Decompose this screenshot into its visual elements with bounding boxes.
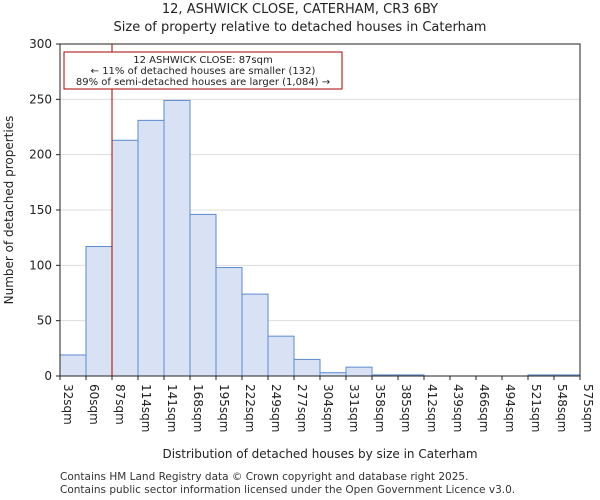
y-axis-ticks: 0 50 100 150 200 250 300 — [29, 37, 60, 383]
x-tick-label: 60sqm — [87, 384, 101, 425]
x-tick-label: 277sqm — [295, 384, 309, 432]
bar-331sqm — [345, 366, 373, 377]
x-tick-label: 521sqm — [529, 384, 543, 432]
x-tick-label: 168sqm — [191, 384, 205, 432]
y-tick-label: 0 — [44, 369, 52, 383]
x-tick-label: 114sqm — [139, 384, 153, 432]
y-tick-label: 100 — [29, 258, 52, 272]
x-tick-label: 358sqm — [373, 384, 387, 432]
annotation-line-2: ← 11% of detached houses are smaller (13… — [91, 66, 316, 77]
x-tick-label: 222sqm — [243, 384, 257, 432]
chart-title: 12, ASHWICK CLOSE, CATERHAM, CR3 6BY — [161, 2, 439, 17]
bars — [59, 99, 581, 377]
x-tick-label: 466sqm — [477, 384, 491, 432]
bar-114sqm — [137, 119, 165, 377]
x-tick-label: 412sqm — [425, 384, 439, 432]
y-tick-label: 150 — [29, 203, 52, 217]
y-tick-label: 200 — [29, 148, 52, 162]
x-tick-label: 575sqm — [581, 384, 595, 432]
x-tick-label: 385sqm — [399, 384, 413, 432]
x-tick-label: 141sqm — [165, 384, 179, 432]
bar-222sqm — [241, 293, 269, 377]
bar-141sqm — [163, 99, 191, 377]
bar-87sqm — [111, 139, 139, 377]
bar-277sqm — [293, 358, 321, 377]
y-tick-label: 300 — [29, 37, 52, 51]
x-tick-label: 304sqm — [321, 384, 335, 432]
x-tick-label: 87sqm — [113, 384, 127, 425]
y-tick-label: 250 — [29, 92, 52, 106]
annotation-line-3: 89% of semi-detached houses are larger (… — [76, 77, 330, 88]
x-axis-ticks: 32sqm 60sqm 87sqm 114sqm 141sqm 168sqm 195sqm 2… — [59, 376, 595, 432]
bar-249sqm — [267, 335, 295, 377]
bar-195sqm — [215, 267, 243, 377]
x-tick-label: 494sqm — [503, 384, 517, 432]
x-tick-label: 195sqm — [217, 384, 231, 432]
x-axis-label: Distribution of detached houses by size … — [162, 447, 477, 461]
x-tick-label: 249sqm — [269, 384, 283, 432]
x-tick-label: 331sqm — [347, 384, 361, 432]
x-tick-label: 32sqm — [61, 384, 75, 425]
bar-168sqm — [189, 213, 217, 377]
bar-60sqm — [85, 246, 113, 377]
footer-line-2: Contains public sector information licen… — [60, 484, 516, 496]
chart-subtitle: Size of property relative to detached ho… — [113, 20, 487, 35]
annotation-box: 12 ASHWICK CLOSE: 87sqm ← 11% of detache… — [63, 51, 343, 90]
annotation-line-1: 12 ASHWICK CLOSE: 87sqm — [133, 55, 272, 66]
x-tick-label: 548sqm — [555, 384, 569, 432]
bar-32sqm — [59, 354, 87, 377]
x-tick-label: 439sqm — [451, 384, 465, 432]
y-axis-label: Number of detached properties — [2, 116, 16, 305]
y-tick-label: 50 — [37, 314, 52, 328]
footer-line-1: Contains HM Land Registry data © Crown c… — [60, 471, 469, 483]
